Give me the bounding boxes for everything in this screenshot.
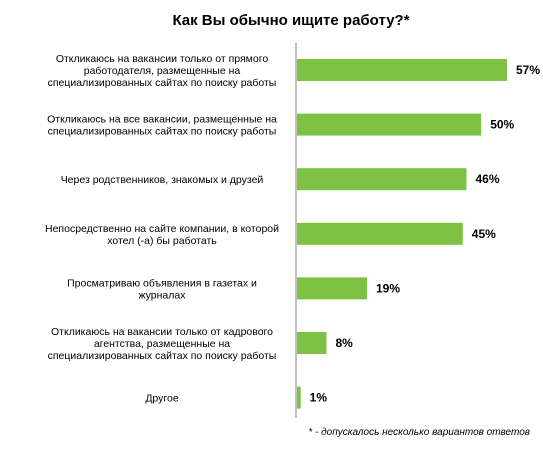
category-label: Просматриваю объявления в газетах и журна…	[67, 277, 257, 301]
category-label-line: специализированных сайтах по поиску рабо…	[48, 126, 277, 138]
data-label: 8%	[335, 336, 353, 350]
bars-layer	[297, 59, 507, 409]
data-label: 1%	[310, 391, 328, 405]
bar	[297, 222, 463, 245]
category-label-line: специализированных сайтах по поиску рабо…	[48, 77, 277, 89]
data-label: 50%	[490, 118, 514, 132]
category-label: Откликаюсь на вакансии только от кадрово…	[48, 326, 277, 362]
category-label: Другое	[145, 393, 179, 405]
category-label-line: Просматриваю объявления в газетах и	[67, 277, 257, 289]
bar	[297, 113, 482, 136]
footnote: * - допускалось несколько вариантов отве…	[308, 427, 530, 438]
category-label-line: агентства, размещенные на	[94, 338, 230, 350]
category-label-line: работодателя, размещенные на	[84, 65, 241, 77]
bar	[297, 332, 327, 354]
category-label: Откликаюсь на вакансии только от прямого…	[48, 53, 277, 89]
bar	[297, 168, 467, 191]
chart-title: Как Вы обычно ищите работу?*	[172, 12, 409, 29]
bar	[297, 386, 301, 409]
category-labels-layer: Откликаюсь на вакансии только от прямого…	[45, 53, 279, 405]
data-label: 57%	[516, 63, 540, 77]
data-label: 46%	[475, 172, 499, 186]
category-label-line: журналах	[139, 289, 187, 301]
category-label-line: Через родственников, знакомых и друзей	[61, 174, 264, 186]
category-label-line: Откликаюсь на все вакансии, размещенные …	[47, 114, 277, 126]
bar	[297, 59, 507, 81]
category-label: Откликаюсь на все вакансии, размещенные …	[47, 114, 277, 138]
category-label: Непосредственно на сайте компании, в кот…	[45, 223, 279, 247]
category-label: Через родственников, знакомых и друзей	[61, 174, 264, 186]
category-label-line: Откликаюсь на вакансии только от кадрово…	[51, 326, 273, 338]
data-label: 19%	[376, 281, 400, 295]
category-label-line: специализированных сайтах по поиску рабо…	[48, 350, 277, 362]
category-label-line: хотел (-а) бы работать	[107, 235, 217, 247]
bar	[297, 277, 367, 300]
category-label-line: Непосредственно на сайте компании, в кот…	[45, 223, 279, 235]
category-label-line: Другое	[145, 393, 179, 405]
category-label-line: Откликаюсь на вакансии только от прямого	[56, 53, 269, 65]
data-label: 45%	[472, 227, 496, 241]
data-labels-layer: 57% 50% 46% 45% 19% 8% 1%	[310, 63, 541, 405]
